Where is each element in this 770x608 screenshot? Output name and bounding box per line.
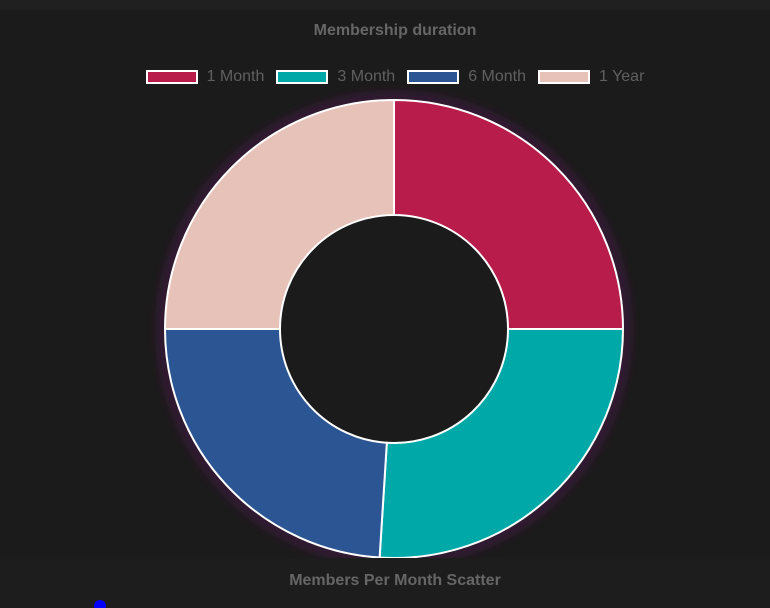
donut-slice-1-month[interactable]: [393, 98, 625, 330]
scatter-chart-panel: [0, 558, 770, 608]
top-chart-strip: [0, 0, 770, 10]
legend-item-1-year[interactable]: 1 Year: [538, 68, 644, 86]
chart-legend: 1 Month 3 Month 6 Month 1 Year: [0, 68, 770, 86]
chart-title: Membership duration: [313, 22, 477, 39]
legend-item-3-month[interactable]: 3 Month: [276, 68, 395, 86]
legend-label: 1 Month: [206, 68, 265, 85]
donut-slice-6-month[interactable]: [163, 328, 388, 558]
legend-label: 3 Month: [337, 68, 396, 85]
legend-swatch: [538, 70, 591, 84]
donut-slice-3-month[interactable]: [378, 328, 625, 558]
donut-slice-1-year[interactable]: [163, 98, 395, 330]
donut-glow: [159, 94, 629, 558]
legend-label: 1 Year: [599, 68, 645, 85]
legend-swatch: [145, 70, 198, 84]
scatter-point[interactable]: [94, 600, 106, 608]
legend-item-1-month[interactable]: 1 Month: [145, 68, 265, 86]
legend-swatch: [276, 70, 329, 84]
legend-item-6-month[interactable]: 6 Month: [407, 68, 526, 86]
donut-chart: [159, 94, 629, 558]
scatter-chart-title: Members Per Month Scatter: [289, 572, 501, 589]
legend-swatch: [407, 70, 460, 84]
legend-label: 6 Month: [468, 68, 527, 85]
